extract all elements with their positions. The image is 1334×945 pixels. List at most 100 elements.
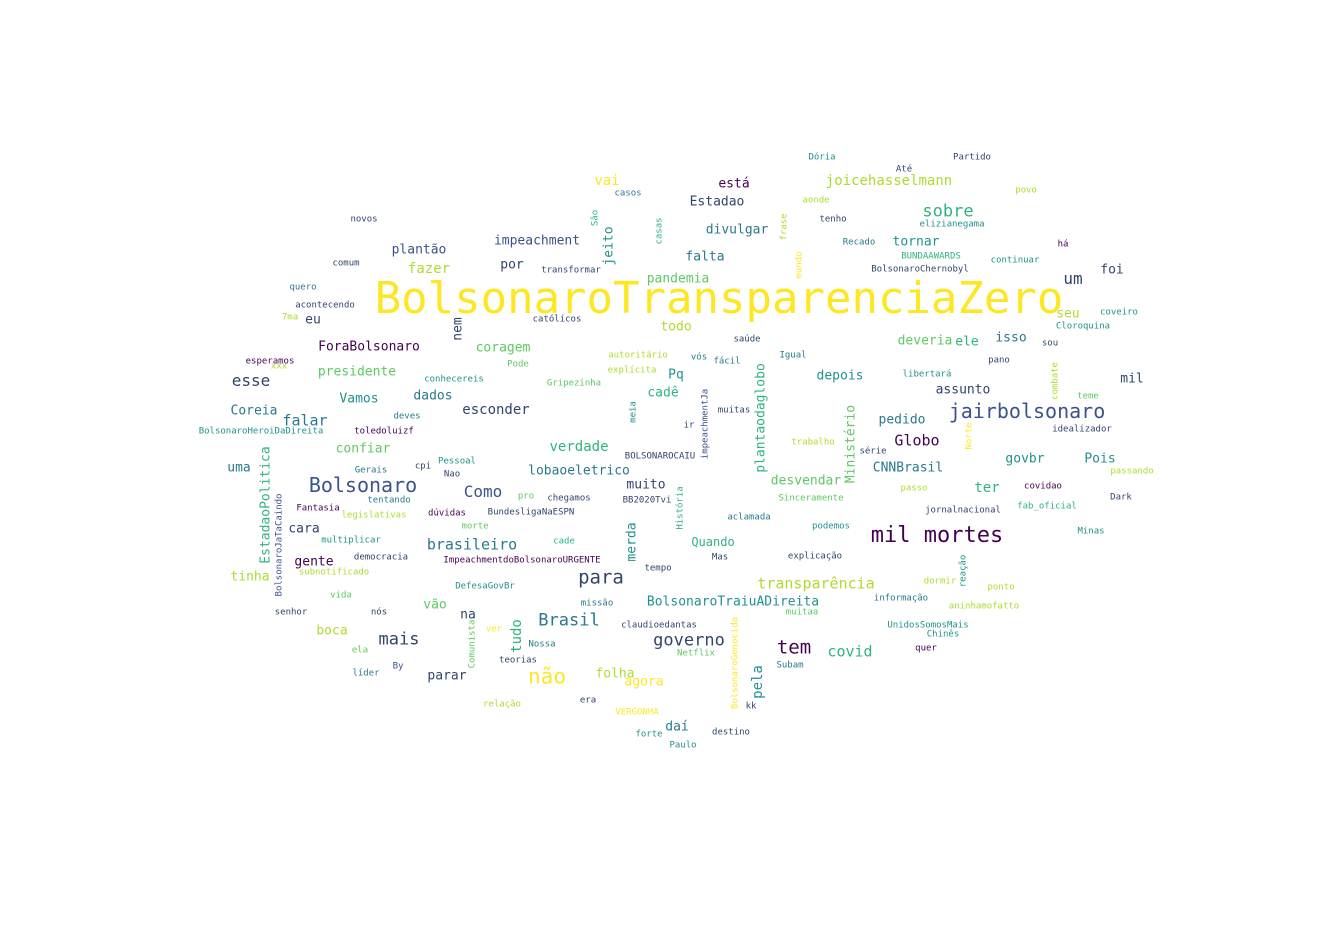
word-igual: Igual bbox=[779, 350, 807, 361]
word-mil: mil bbox=[1120, 371, 1144, 387]
word-esperamos: esperamos bbox=[245, 356, 295, 367]
word-trabalho: trabalho bbox=[791, 437, 835, 448]
word-duvidas: dúvidas bbox=[428, 508, 466, 519]
word-netflix: Netflix bbox=[677, 648, 715, 659]
word-paulo: Paulo bbox=[669, 740, 697, 751]
word-vergonha: VERGONHA bbox=[615, 707, 659, 718]
word-na: na bbox=[460, 607, 476, 623]
word-7ma: 7ma bbox=[281, 312, 299, 323]
word-brasil: Brasil bbox=[538, 610, 600, 631]
word-gente: gente bbox=[294, 554, 334, 570]
word-idealizador: idealizador bbox=[1052, 424, 1112, 435]
word-quero: quero bbox=[289, 282, 317, 293]
word-informacao: informação bbox=[873, 593, 929, 604]
word-vai: vai bbox=[594, 173, 620, 189]
word-quando: Quando bbox=[691, 535, 735, 549]
word-tornar: tornar bbox=[892, 234, 940, 250]
word-bundesliganaespn: BundesligaNaESPN bbox=[487, 507, 575, 518]
word-by: By bbox=[392, 661, 404, 672]
word-governo: governo bbox=[653, 630, 725, 651]
word-foi: foi bbox=[1100, 262, 1124, 278]
word-passo: passo bbox=[900, 483, 928, 494]
word-mais: mais bbox=[378, 629, 420, 650]
word-esta: está bbox=[718, 176, 750, 192]
word-como: Como bbox=[463, 482, 503, 501]
word-tinha: tinha bbox=[230, 569, 270, 585]
word-vida: vida bbox=[330, 590, 352, 601]
word-covidao: covidao bbox=[1024, 481, 1062, 492]
word-estadao: Estadao bbox=[689, 194, 745, 210]
word-explicacao: explicação bbox=[787, 551, 843, 562]
word-tem: tem bbox=[776, 636, 812, 659]
word-pessoal: Pessoal bbox=[438, 456, 476, 467]
word-ele: ele bbox=[955, 334, 979, 350]
word-ministerio: Ministério bbox=[843, 404, 859, 484]
word-presidente: presidente bbox=[317, 364, 397, 380]
word-combate: combate bbox=[1050, 362, 1061, 400]
word-folha: folha bbox=[595, 666, 635, 682]
word-bb2020tvi: BB2020Tvi bbox=[622, 495, 672, 506]
word-catolicos: católicos bbox=[532, 314, 582, 325]
word-quer: quer bbox=[915, 643, 937, 654]
word-gripezinha: Gripezinha bbox=[546, 378, 602, 389]
word-bolsonarogenocida: BolsonaroGenocida bbox=[730, 616, 741, 710]
word-dormir: dormir bbox=[923, 576, 957, 587]
word-divulgar: divulgar bbox=[705, 222, 769, 238]
word-claudioedantas: claudioedantas bbox=[621, 620, 697, 631]
word-plantaodaglobo: plantaodaglobo bbox=[753, 363, 769, 473]
word-historia: História bbox=[675, 486, 686, 530]
word-casas: casas bbox=[654, 217, 665, 245]
word-muitas: muitas bbox=[717, 405, 751, 416]
word-conhecereis: conhecereis bbox=[424, 374, 484, 385]
word-bolsonarojatacaindo: BolsonaroJaTaCaindo bbox=[274, 493, 285, 597]
word-coveiro: coveiro bbox=[1100, 307, 1138, 318]
word-cade: cadê bbox=[647, 385, 679, 401]
word-parar: parar bbox=[427, 668, 467, 684]
word-depois: depois bbox=[816, 368, 864, 384]
word-tempo: tempo bbox=[644, 563, 672, 574]
word-xxx: xxx bbox=[270, 361, 288, 372]
word-cloroquina: Cloroquina bbox=[1055, 321, 1111, 332]
word-toledoluizf: toledoluizf bbox=[354, 426, 414, 437]
word-agora: agora bbox=[624, 674, 664, 690]
word-comum: comum bbox=[332, 258, 360, 269]
word-cnnbrasil: CNNBrasil bbox=[872, 460, 944, 476]
word-podemos: podemos bbox=[812, 521, 850, 532]
word-cara: cara bbox=[288, 521, 320, 537]
word-aonde: aonde bbox=[802, 195, 830, 206]
word-covid: covid bbox=[827, 642, 873, 661]
word-sobre: sobre bbox=[922, 201, 974, 222]
word-elizianegama: elizianegama bbox=[919, 219, 985, 230]
word-deves: deves bbox=[393, 411, 421, 422]
word-gerais: Gerais bbox=[354, 465, 388, 476]
word-lobaoeletrico: lobaoeletrico bbox=[528, 463, 630, 479]
word-brasileiro: brasileiro bbox=[426, 535, 518, 554]
word-bolsonarochernobyl: BolsonaroChernobyl bbox=[871, 264, 969, 275]
word-defesagovbr: DefesaGovBr bbox=[455, 581, 515, 592]
word-explicita: explícita bbox=[607, 365, 657, 376]
word-transformar: transformar bbox=[541, 265, 601, 276]
word-seu: seu bbox=[1056, 306, 1080, 322]
word-reacao: reação bbox=[958, 554, 969, 588]
word-continuar: continuar bbox=[990, 255, 1040, 266]
word-casos: casos bbox=[614, 188, 642, 199]
word-ir: ir bbox=[683, 420, 695, 431]
word-desvendar: desvendar bbox=[770, 473, 842, 489]
word-partido: Partido bbox=[953, 152, 991, 163]
word-mas: Mas bbox=[711, 552, 729, 563]
word-passando: passando bbox=[1110, 466, 1154, 477]
word-doria: Dória bbox=[808, 152, 836, 163]
word-aninhamofatto: aninhamofatto bbox=[948, 601, 1020, 612]
word-norte: Norte bbox=[964, 422, 975, 450]
word-subnotificado: subnotificado bbox=[298, 567, 370, 578]
word-estadaopolitica: EstadaoPolitica bbox=[258, 446, 274, 564]
word-tenho: tenho bbox=[819, 214, 847, 225]
word-isso: isso bbox=[995, 330, 1027, 346]
word-todo: todo bbox=[660, 319, 692, 335]
word-jornalnacional: jornalnacional bbox=[925, 505, 1001, 516]
word-esse: esse bbox=[231, 371, 271, 390]
word-bolsonaro: Bolsonaro bbox=[308, 473, 418, 497]
word-muito: muito bbox=[626, 477, 666, 493]
word-confiar: confiar bbox=[335, 441, 391, 457]
